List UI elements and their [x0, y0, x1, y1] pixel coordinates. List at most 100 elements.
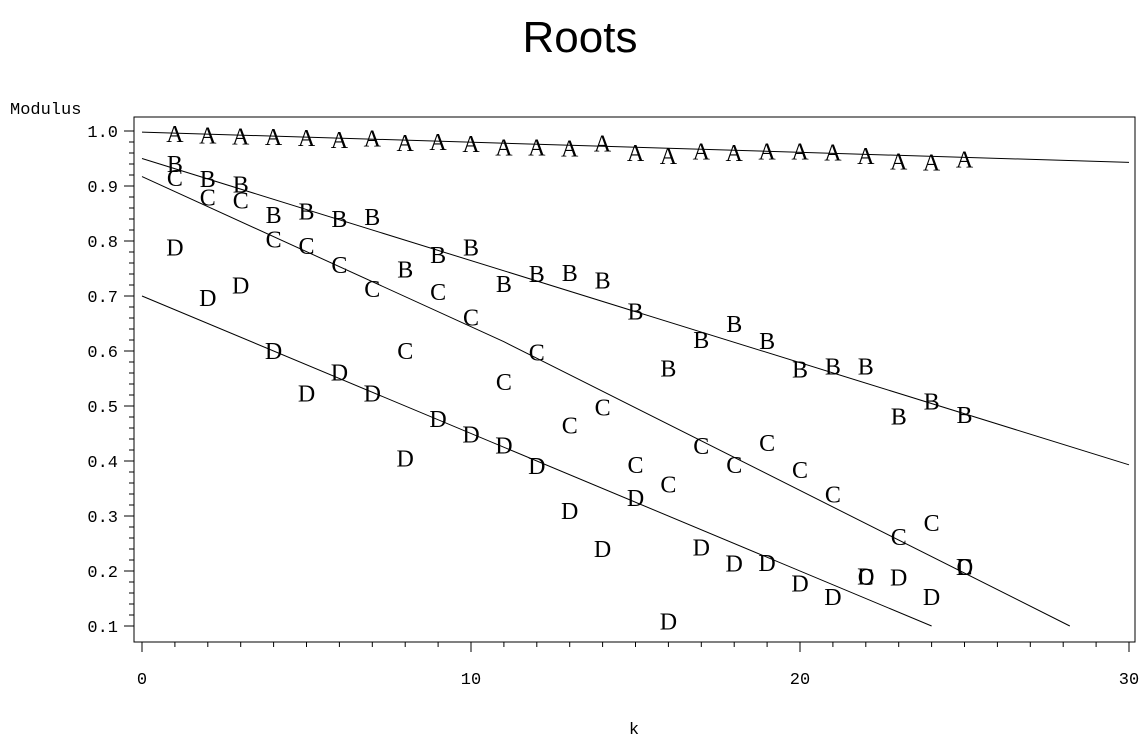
fit-line-a [141, 131, 1130, 163]
marker-d: D [824, 585, 841, 611]
marker-c: C [529, 341, 545, 367]
marker-b: B [331, 207, 347, 233]
marker-c: C [298, 234, 314, 260]
marker-d: D [364, 381, 381, 407]
fit-lines [141, 131, 1130, 627]
y-tick-label: 0.6 [87, 344, 118, 363]
data-markers: A A A A A A A A A A A A A A A A A A A A A A A A ABB BB B B BBB BB B B BB… [166, 122, 974, 636]
marker-b: B [660, 357, 676, 383]
marker-d: D [758, 551, 775, 577]
marker-b: B [792, 358, 808, 384]
marker-a: A [956, 148, 974, 174]
marker-c: C [463, 305, 479, 331]
marker-a: A [495, 136, 513, 162]
marker-a: A [693, 139, 711, 165]
marker-c: C [331, 253, 347, 279]
marker-c: C [200, 186, 216, 212]
marker-c: C [496, 370, 512, 396]
marker-a: A [561, 137, 579, 163]
marker-b: B [825, 354, 841, 380]
y-tick-label: 0.5 [87, 399, 118, 418]
marker-a: A [660, 144, 678, 170]
marker-c: C [233, 188, 249, 214]
marker-b: B [726, 312, 742, 338]
marker-b: B [200, 167, 216, 193]
marker-d: D [265, 339, 282, 365]
marker-c: C [759, 431, 775, 457]
marker-c: C [430, 280, 446, 306]
marker-d: D [528, 454, 545, 480]
marker-d: D [890, 566, 907, 592]
fit-line-c [141, 176, 1071, 627]
marker-a: A [462, 132, 480, 158]
marker-b: B [595, 269, 611, 295]
marker-c: C [660, 473, 676, 499]
fit-line-b [141, 158, 1130, 466]
marker-a: A [758, 139, 776, 165]
marker-a: A [857, 144, 875, 170]
marker-b: B [627, 299, 643, 325]
marker-a: A [528, 136, 546, 162]
y-tick-label: 0.1 [87, 619, 118, 638]
marker-c: C [397, 339, 413, 365]
x-tick-label: 20 [790, 671, 810, 690]
y-axis: 0.1 0.2 0.3 0.4 0.5 0.6 0.7 0.8 0.9 1.0 [87, 124, 134, 638]
marker-c: C [891, 525, 907, 551]
marker-d: D [166, 236, 183, 262]
marker-d: D [791, 572, 808, 598]
marker-d: D [923, 585, 940, 611]
marker-d: D [397, 446, 414, 472]
marker-d: D [726, 551, 743, 577]
marker-a: A [594, 132, 612, 158]
marker-b: B [496, 272, 512, 298]
marker-b: B [693, 328, 709, 354]
marker-c: C [825, 483, 841, 509]
marker-c: C [726, 453, 742, 479]
marker-b: B [233, 172, 249, 198]
y-tick-label: 0.8 [87, 234, 118, 253]
marker-a: A [627, 141, 645, 167]
marker-d: D [495, 434, 512, 460]
marker-b: B [891, 404, 907, 430]
marker-b: B [397, 258, 413, 284]
y-tick-label: 0.7 [87, 289, 118, 308]
marker-a: A [791, 139, 809, 165]
marker-b: B [759, 329, 775, 355]
x-tick-label: 30 [1119, 671, 1139, 690]
marker-c: C [792, 458, 808, 484]
marker-a: A [364, 127, 382, 153]
x-tick-label: 10 [461, 671, 481, 690]
marker-d: D [693, 535, 710, 561]
x-tick-label: 0 [137, 671, 147, 690]
marker-d: D [331, 360, 348, 386]
plot-frame [133, 116, 1136, 643]
marker-c: C [627, 453, 643, 479]
marker-d: D [298, 381, 315, 407]
marker-c: C [858, 565, 874, 591]
marker-c: C [266, 227, 282, 253]
marker-a: A [824, 140, 842, 166]
marker-b: B [430, 243, 446, 269]
marker-c: C [364, 277, 380, 303]
marker-b: B [463, 236, 479, 262]
marker-d: D [232, 274, 249, 300]
marker-b: B [924, 390, 940, 416]
marker-d: D [660, 610, 677, 636]
y-axis-label: Modulus [10, 101, 81, 120]
marker-a: A [923, 150, 941, 176]
marker-d: D [857, 565, 874, 591]
y-tick-label: 0.9 [87, 179, 118, 198]
marker-d: D [956, 555, 973, 581]
marker-a: A [298, 126, 316, 152]
fit-line-d [141, 295, 932, 627]
marker-b: B [858, 354, 874, 380]
marker-a: A [199, 123, 217, 149]
marker-a: A [265, 125, 283, 151]
marker-a: A [890, 149, 908, 175]
marker-c: C [167, 166, 183, 192]
y-tick-label: 0.2 [87, 564, 118, 583]
marker-b: B [364, 205, 380, 231]
marker-b: B [167, 152, 183, 178]
marker-b: B [529, 262, 545, 288]
